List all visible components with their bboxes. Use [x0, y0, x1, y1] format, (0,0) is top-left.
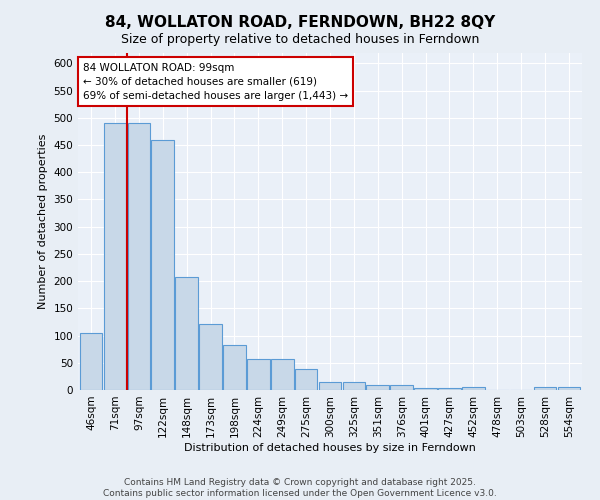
Y-axis label: Number of detached properties: Number of detached properties	[38, 134, 48, 309]
Bar	[391, 384, 413, 390]
Text: Size of property relative to detached houses in Ferndown: Size of property relative to detached ho…	[121, 32, 479, 46]
Bar	[223, 346, 246, 390]
Bar	[175, 278, 198, 390]
Bar	[104, 124, 127, 390]
Bar	[557, 388, 580, 390]
Bar	[319, 382, 341, 390]
Bar	[343, 382, 365, 390]
Text: 84 WOLLATON ROAD: 99sqm
← 30% of detached houses are smaller (619)
69% of semi-d: 84 WOLLATON ROAD: 99sqm ← 30% of detache…	[83, 62, 348, 100]
Bar	[128, 124, 150, 390]
Bar	[271, 359, 293, 390]
Bar	[247, 359, 269, 390]
Bar	[533, 388, 556, 390]
Bar	[295, 370, 317, 390]
Text: 84, WOLLATON ROAD, FERNDOWN, BH22 8QY: 84, WOLLATON ROAD, FERNDOWN, BH22 8QY	[105, 15, 495, 30]
Bar	[438, 388, 461, 390]
Text: Contains HM Land Registry data © Crown copyright and database right 2025.
Contai: Contains HM Land Registry data © Crown c…	[103, 478, 497, 498]
X-axis label: Distribution of detached houses by size in Ferndown: Distribution of detached houses by size …	[184, 442, 476, 452]
Bar	[462, 388, 485, 390]
Bar	[414, 388, 437, 390]
Bar	[367, 384, 389, 390]
Bar	[199, 324, 222, 390]
Bar	[80, 333, 103, 390]
Bar	[151, 140, 174, 390]
